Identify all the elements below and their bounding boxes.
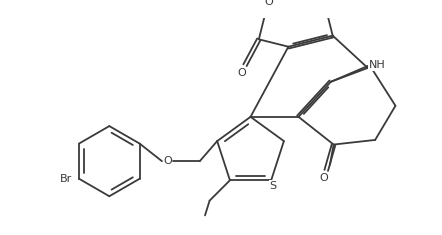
Text: O: O (163, 156, 172, 166)
Text: O: O (238, 68, 247, 78)
Text: Br: Br (60, 174, 72, 184)
Text: S: S (270, 181, 277, 191)
Text: NH: NH (369, 60, 385, 70)
Text: O: O (319, 173, 328, 183)
Text: O: O (265, 0, 273, 7)
